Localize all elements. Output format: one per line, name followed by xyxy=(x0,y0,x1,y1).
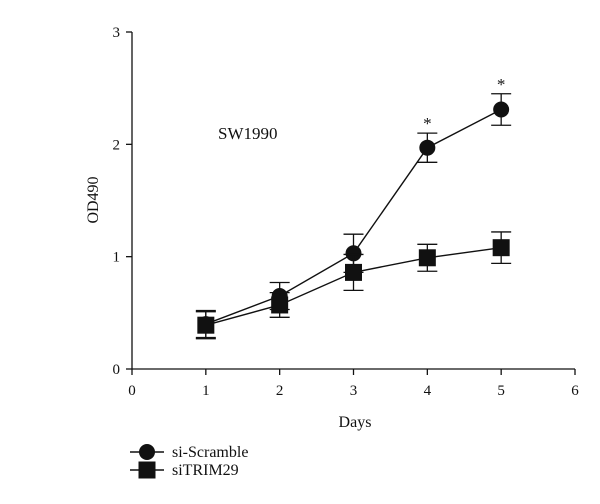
data-point xyxy=(345,245,362,262)
x-tick-label: 3 xyxy=(350,383,358,399)
y-tick-label: 2 xyxy=(113,137,121,153)
y-tick-label: 1 xyxy=(113,250,121,266)
x-tick-label: 4 xyxy=(424,383,432,399)
data-point xyxy=(271,296,289,314)
series-si-scramble: ** xyxy=(195,75,512,339)
data-point xyxy=(492,239,510,257)
data-point xyxy=(493,101,510,118)
chart-annotation: SW1990 xyxy=(218,124,278,143)
significance-marker: * xyxy=(423,114,432,133)
data-point xyxy=(345,263,362,281)
legend-item-si-scramble: si-Scramble xyxy=(130,444,248,461)
x-tick-label: 5 xyxy=(497,383,505,399)
y-tick-label: 0 xyxy=(113,362,121,378)
data-point xyxy=(419,139,436,156)
x-tick-label: 1 xyxy=(202,383,210,399)
axis-ticks: 0 1 2 3 4 5 6 0 1 2 3 xyxy=(113,25,580,399)
legend-marker xyxy=(139,444,155,460)
plot-area: ** xyxy=(195,75,512,340)
data-point xyxy=(418,249,436,267)
legend-item-sitrim29: siTRIM29 xyxy=(130,461,239,479)
x-tick-label: 2 xyxy=(276,383,284,399)
legend-label: si-Scramble xyxy=(172,444,248,461)
y-axis-title: OD490 xyxy=(85,176,102,223)
data-point xyxy=(197,316,215,334)
x-tick-label: 0 xyxy=(128,383,136,399)
y-tick-label: 3 xyxy=(113,25,121,41)
series-sitrim29 xyxy=(195,231,512,340)
legend-marker xyxy=(138,461,156,479)
significance-marker: * xyxy=(497,75,506,94)
x-tick-label: 6 xyxy=(571,383,579,399)
x-axis-title: Days xyxy=(339,414,372,431)
legend-label: siTRIM29 xyxy=(172,462,239,479)
